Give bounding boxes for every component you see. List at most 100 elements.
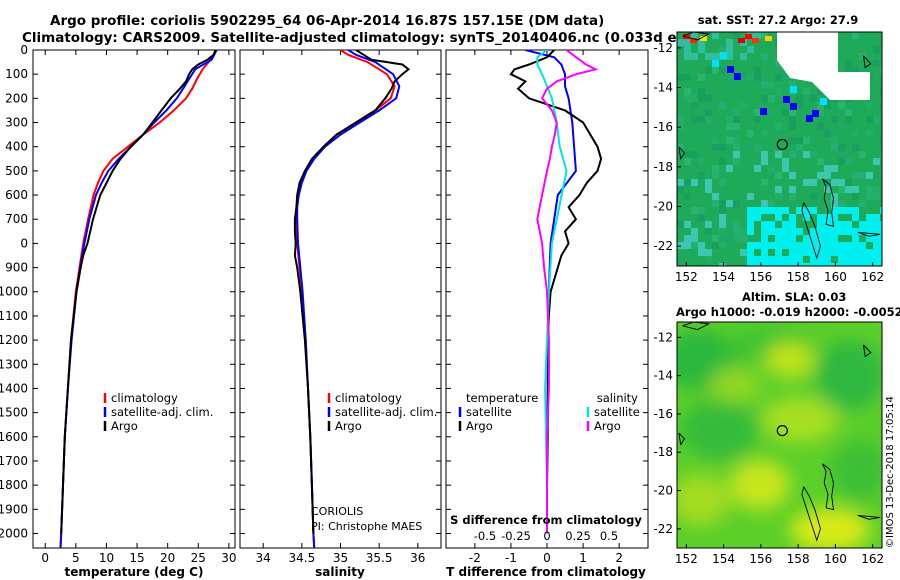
- map-x-tick-label: 156: [749, 552, 772, 566]
- sst-cell: [789, 228, 796, 235]
- sst-cell: [838, 256, 845, 263]
- sst-cell: [698, 249, 705, 256]
- coastline-segment: [682, 32, 711, 41]
- sst-cell: [754, 109, 761, 116]
- sst-cell: [859, 32, 866, 39]
- sst-cell: [775, 172, 782, 179]
- sst-cell: [803, 263, 810, 266]
- sst-cell: [880, 116, 882, 123]
- sst-cell: [831, 242, 838, 249]
- sst-cell: [810, 242, 817, 249]
- sst-cell: [852, 256, 859, 263]
- sst-cell: [782, 221, 789, 228]
- sst-cell: [782, 74, 789, 81]
- sst-cell: [691, 88, 698, 95]
- sst-cell: [677, 116, 684, 123]
- sst-cell: [698, 242, 705, 249]
- sst-cell: [845, 256, 852, 263]
- map-x-tick-label: 162: [861, 552, 884, 566]
- sst-cell: [873, 193, 880, 200]
- sst-cell: [712, 193, 719, 200]
- sst-cell: [873, 60, 880, 67]
- sst-cell: [726, 39, 733, 46]
- sst-cell: [747, 144, 754, 151]
- sst-cell: [880, 263, 882, 266]
- sst-cell: [831, 130, 838, 137]
- depth-tick-label: 700: [5, 212, 28, 226]
- sst-cell: [775, 242, 782, 249]
- x-tick-label: 5: [72, 551, 80, 565]
- salinity-difference-ticks: -0.5 -0.25 0 0.25 0.5: [474, 529, 618, 543]
- sst-cell: [824, 172, 831, 179]
- sst-cell: [845, 242, 852, 249]
- sst-cell: [712, 263, 719, 266]
- sst-cell: [775, 81, 782, 88]
- sst-cell: [691, 207, 698, 214]
- sst-cell: [880, 242, 882, 249]
- x-tick-label: 35: [333, 551, 348, 565]
- sla-blob: [830, 440, 882, 500]
- sst-cell: [747, 193, 754, 200]
- sst-cell: [684, 151, 691, 158]
- sst-cell: [698, 74, 705, 81]
- sst-cell: [838, 179, 845, 186]
- sla-map: Altim. SLA: 0.03 Argo h1000: -0.019 h200…: [653, 290, 900, 566]
- sst-cell: [852, 186, 859, 193]
- sst-cell: [747, 263, 754, 266]
- sst-cell: [831, 214, 838, 221]
- sst-cell: [775, 256, 782, 263]
- sst-cell: [691, 116, 698, 123]
- depth-tick-label: 2000: [0, 526, 28, 540]
- sst-cell: [880, 102, 882, 109]
- map-y-tick-label: -18: [653, 445, 673, 459]
- sst-cell: [677, 123, 684, 130]
- sst-cell: [817, 263, 824, 266]
- sst-cell: [754, 144, 761, 151]
- sst-cell: [684, 95, 691, 102]
- x-tick-label: 0: [41, 551, 49, 565]
- depth-tick-label: 300: [5, 116, 28, 130]
- sst-cell: [796, 123, 803, 130]
- depth-tick-label: 1800: [0, 478, 28, 492]
- watermark: ©IMOS 13-Dec-2018 17:05:14: [885, 396, 896, 548]
- sst-cell: [803, 242, 810, 249]
- sst-cell: [817, 172, 824, 179]
- sst-cell: [845, 207, 852, 214]
- sst-cell: [810, 95, 817, 102]
- sst-cell: [691, 102, 698, 109]
- cloud-gap: [777, 32, 870, 100]
- sst-cell: [719, 235, 726, 242]
- sst-cell: [866, 130, 873, 137]
- sst-cell: [831, 165, 838, 172]
- map-y-tick-label: -14: [653, 81, 673, 95]
- sst-cell: [747, 228, 754, 235]
- cool-cell: [790, 86, 797, 93]
- sst-cell: [782, 200, 789, 207]
- sst-cell: [803, 137, 810, 144]
- sst-cell: [754, 74, 761, 81]
- sst-cell: [719, 207, 726, 214]
- coastline-segment: [801, 202, 821, 260]
- sst-cell: [733, 200, 740, 207]
- sst-cell: [789, 137, 796, 144]
- difference-panel: -2 -1 0 1 2 -0.5 -0.25 0 0.25 0.5 S difference f…: [445, 49, 649, 579]
- sst-cell: [677, 39, 684, 46]
- coastline-segment: [821, 178, 835, 227]
- sst-cell: [726, 137, 733, 144]
- sst-cell: [789, 263, 796, 266]
- sst-cell: [873, 81, 880, 88]
- sst-cell: [880, 207, 882, 214]
- sst-cell: [775, 263, 782, 266]
- sst-cell: [775, 186, 782, 193]
- sst-cell: [859, 263, 866, 266]
- sst-cell: [859, 221, 866, 228]
- sst-cell: [817, 214, 824, 221]
- sst-cell: [789, 200, 796, 207]
- sst-cell: [712, 256, 719, 263]
- sst-cell: [691, 235, 698, 242]
- sst-cell: [747, 214, 754, 221]
- pi-label: PI: Christophe MAES: [311, 520, 422, 533]
- sst-cell: [712, 144, 719, 151]
- sst-cell: [684, 158, 691, 165]
- sst-cell: [831, 200, 838, 207]
